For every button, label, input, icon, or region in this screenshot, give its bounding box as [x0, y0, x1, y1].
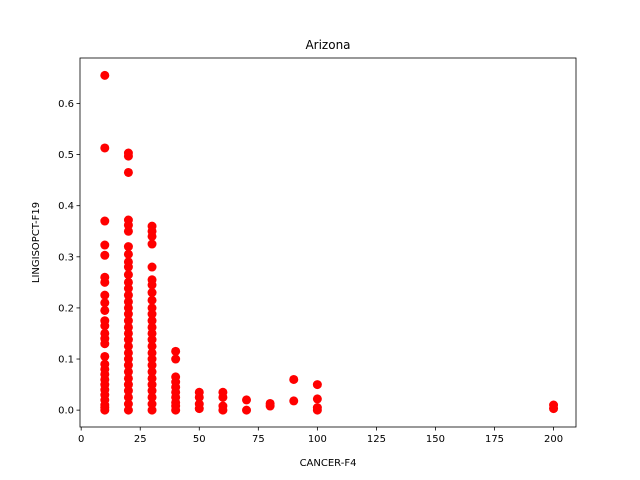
- data-point: [147, 280, 157, 290]
- data-point: [123, 335, 133, 345]
- data-point: [194, 392, 204, 402]
- x-tick-label: 50: [193, 434, 206, 445]
- data-point: [123, 405, 133, 415]
- data-point: [100, 290, 110, 300]
- data-point: [194, 404, 204, 414]
- data-point: [123, 367, 133, 377]
- data-point: [123, 167, 133, 177]
- data-point: [312, 380, 322, 390]
- data-point: [218, 405, 228, 415]
- y-tick-label: 0.4: [58, 201, 74, 212]
- data-point: [147, 231, 157, 241]
- data-point: [100, 405, 110, 415]
- data-point: [242, 405, 252, 415]
- data-point: [123, 386, 133, 396]
- data-point: [312, 394, 322, 404]
- data-point: [100, 277, 110, 287]
- data-point: [147, 288, 157, 298]
- x-tick-label: 0: [78, 434, 84, 445]
- data-point: [289, 396, 299, 406]
- points-layer: [100, 70, 559, 415]
- y-tick-label: 0.2: [58, 303, 74, 314]
- data-point: [100, 143, 110, 153]
- data-point: [100, 250, 110, 260]
- data-point: [123, 360, 133, 370]
- data-point: [171, 405, 181, 415]
- y-tick-label: 0.1: [58, 355, 74, 366]
- data-point: [242, 395, 252, 405]
- data-point: [147, 367, 157, 377]
- data-point: [123, 226, 133, 236]
- y-tick-label: 0.6: [58, 99, 74, 110]
- data-point: [123, 309, 133, 319]
- data-point: [123, 316, 133, 326]
- data-point: [123, 151, 133, 161]
- data-point: [218, 392, 228, 402]
- data-point: [147, 335, 157, 345]
- data-point: [123, 290, 133, 300]
- data-point: [123, 242, 133, 252]
- x-tick-label: 75: [252, 434, 265, 445]
- chart-title: Arizona: [305, 38, 350, 52]
- data-point: [100, 70, 110, 80]
- data-point: [123, 392, 133, 402]
- plot-frame: [79, 57, 577, 428]
- data-point: [123, 341, 133, 351]
- x-tick-label: 125: [367, 434, 386, 445]
- x-axis-label: CANCER-F4: [300, 458, 357, 469]
- data-point: [147, 295, 157, 305]
- data-point: [171, 354, 181, 364]
- x-tick-label: 200: [544, 434, 563, 445]
- data-point: [100, 216, 110, 226]
- data-point: [100, 240, 110, 250]
- data-point: [147, 360, 157, 370]
- y-tick-label: 0.0: [58, 406, 74, 417]
- x-tick-label: 175: [485, 434, 504, 445]
- data-point: [289, 374, 299, 384]
- x-tick-label: 25: [134, 434, 147, 445]
- data-point: [123, 284, 133, 293]
- data-point: [100, 298, 110, 308]
- data-point: [100, 339, 110, 349]
- data-point: [147, 262, 157, 272]
- data-point: [147, 341, 157, 351]
- data-point: [147, 405, 157, 415]
- data-point: [147, 316, 157, 326]
- data-point: [123, 249, 133, 259]
- data-point: [123, 270, 133, 280]
- data-point: [171, 346, 181, 356]
- data-point: [147, 309, 157, 319]
- data-point: [147, 392, 157, 402]
- y-tick-label: 0.3: [58, 252, 74, 263]
- y-tick-label: 0.5: [58, 150, 74, 161]
- data-point: [100, 351, 110, 361]
- data-point: [265, 401, 275, 411]
- data-point: [100, 305, 110, 315]
- y-axis-label: LINGISOPCT-F19: [31, 202, 42, 283]
- data-point: [147, 239, 157, 249]
- x-tick-label: 100: [308, 434, 327, 445]
- data-point: [312, 405, 322, 415]
- ticks-layer: 0 25 50 75 100 125 150 175 200 0.0 0.1 0.2 0.3 0.4 0.5…: [58, 99, 563, 445]
- data-point: [100, 321, 110, 331]
- x-tick-label: 150: [426, 434, 445, 445]
- data-point: [147, 386, 157, 396]
- data-point: [123, 262, 133, 272]
- data-point: [549, 404, 559, 414]
